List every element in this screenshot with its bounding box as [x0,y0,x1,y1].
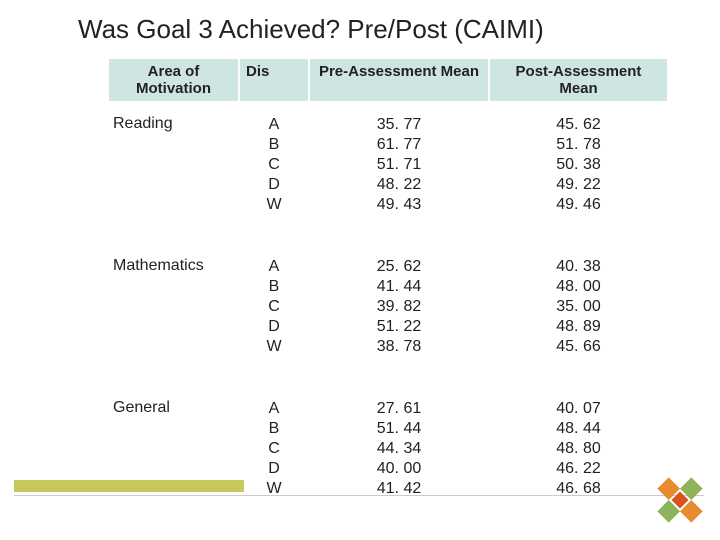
accent-bar [14,480,244,492]
pre-cell: 25. 62 41. 44 39. 82 51. 22 38. 78 [309,244,489,386]
dis-cell: A B C D W [239,386,309,527]
area-cell: Reading [109,102,239,244]
area-cell: Mathematics [109,244,239,386]
divider-line [14,495,704,496]
col-header-dis: Dis [239,59,309,102]
area-cell: General [109,386,239,527]
data-table: Area of Motivation Dis Pre-Assessment Me… [109,59,667,527]
table-row: Mathematics A B C D W 25. 62 41. 44 39. … [109,244,667,386]
col-header-post: Post-Assessment Mean [489,59,667,102]
dis-cell: A B C D W [239,244,309,386]
table-row: Reading A B C D W 35. 77 61. 77 51. 71 4… [109,102,667,244]
post-cell: 40. 07 48. 44 48. 80 46. 22 46. 68 [489,386,667,527]
data-table-container: Area of Motivation Dis Pre-Assessment Me… [108,58,666,528]
post-cell: 45. 62 51. 78 50. 38 49. 22 49. 46 [489,102,667,244]
col-header-pre: Pre-Assessment Mean [309,59,489,102]
dis-cell: A B C D W [239,102,309,244]
table-header-row: Area of Motivation Dis Pre-Assessment Me… [109,59,667,102]
pre-cell: 27. 61 51. 44 44. 34 40. 00 41. 42 [309,386,489,527]
col-header-area: Area of Motivation [109,59,239,102]
pre-cell: 35. 77 61. 77 51. 71 48. 22 49. 43 [309,102,489,244]
table-row: General A B C D W 27. 61 51. 44 44. 34 4… [109,386,667,527]
logo-icon [654,474,706,526]
slide-title: Was Goal 3 Achieved? Pre/Post (CAIMI) [78,14,544,45]
post-cell: 40. 38 48. 00 35. 00 48. 89 45. 66 [489,244,667,386]
